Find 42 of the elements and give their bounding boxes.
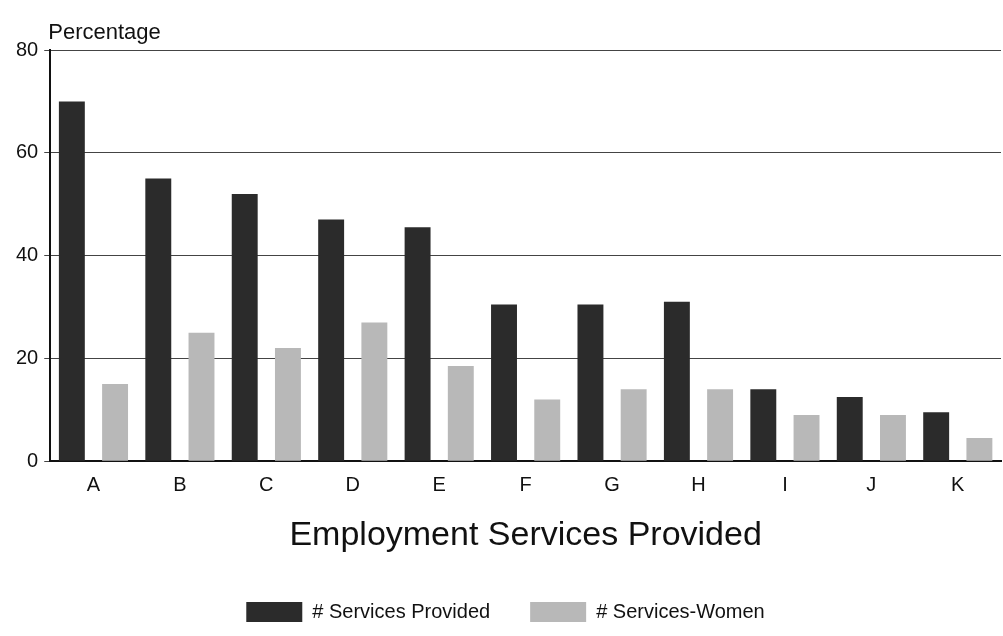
- bar: [58, 101, 85, 461]
- x-tick-label: H: [691, 472, 706, 495]
- x-tick-label: E: [432, 472, 446, 495]
- bar: [577, 304, 604, 461]
- bar: [750, 389, 777, 461]
- bar: [188, 332, 215, 461]
- y-tick-label: 60: [16, 140, 39, 163]
- x-tick-label: C: [259, 472, 274, 495]
- x-tick-label: I: [782, 472, 788, 495]
- bar: [231, 193, 258, 461]
- x-tick-label: K: [951, 472, 966, 495]
- x-axis-title: Employment Services Provided: [289, 513, 762, 552]
- bar: [707, 389, 734, 461]
- x-tick-label: D: [345, 472, 360, 495]
- bar: [404, 227, 431, 461]
- bar: [145, 178, 172, 461]
- bar: [966, 438, 993, 461]
- bar: [274, 348, 301, 461]
- bar: [447, 366, 474, 461]
- x-tick-label: J: [866, 472, 877, 495]
- y-tick-label: 20: [16, 345, 39, 368]
- bar: [880, 414, 906, 461]
- bar: [491, 304, 517, 461]
- bar: [102, 384, 129, 461]
- bar: [361, 322, 388, 461]
- legend-label: # Services Provided: [312, 599, 491, 622]
- y-tick-label: 0: [27, 448, 39, 471]
- legend-label: # Services-Women: [596, 599, 765, 622]
- x-tick-label: B: [173, 472, 187, 495]
- y-tick-label: 80: [16, 37, 39, 60]
- x-tick-label: F: [519, 472, 532, 495]
- bar: [923, 412, 950, 461]
- bar: [620, 389, 647, 461]
- bar: [793, 414, 820, 461]
- x-tick-label: G: [604, 472, 620, 495]
- y-axis-title: Percentage: [48, 19, 161, 45]
- x-tick-label: A: [86, 472, 101, 495]
- bar: [534, 399, 561, 461]
- bar: [318, 219, 345, 461]
- y-tick-label: 40: [16, 243, 39, 266]
- bar: [836, 396, 863, 461]
- bar: [663, 301, 690, 461]
